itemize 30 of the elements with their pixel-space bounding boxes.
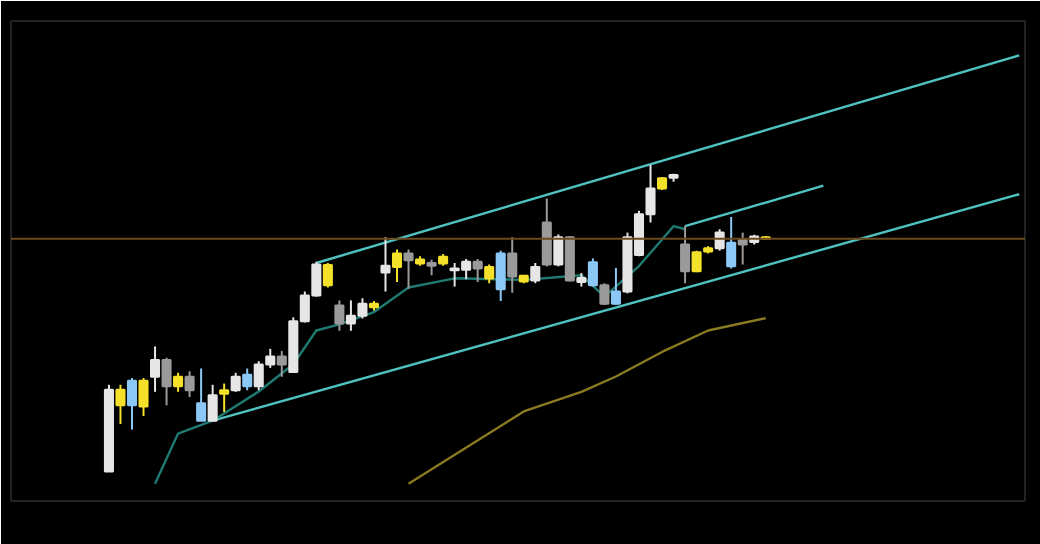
candlestick bbox=[530, 261, 541, 285]
candlestick bbox=[507, 236, 518, 294]
candlestick bbox=[553, 233, 564, 268]
candlestick bbox=[737, 231, 748, 266]
candlestick bbox=[242, 367, 253, 392]
candlestick bbox=[472, 257, 483, 283]
candlestick bbox=[726, 215, 737, 270]
candlestick bbox=[495, 249, 506, 303]
candlestick bbox=[207, 383, 218, 422]
candlestick bbox=[391, 248, 403, 283]
candlestick bbox=[322, 261, 333, 289]
candlestick bbox=[541, 197, 552, 268]
candlestick bbox=[150, 345, 161, 393]
candlestick bbox=[173, 371, 184, 393]
candlestick bbox=[219, 382, 230, 414]
candlestick bbox=[403, 248, 414, 290]
candlestick bbox=[161, 356, 172, 407]
candlestick bbox=[196, 367, 207, 422]
candlestick bbox=[380, 236, 391, 293]
candlestick bbox=[610, 266, 621, 306]
candlestick bbox=[334, 299, 345, 332]
candlestick bbox=[126, 377, 138, 431]
candlestick bbox=[138, 377, 149, 418]
candlestick bbox=[276, 350, 287, 378]
candlestick bbox=[184, 370, 195, 399]
candlestick bbox=[230, 371, 241, 393]
candlestick bbox=[680, 224, 691, 285]
candlestick bbox=[115, 383, 126, 426]
candlestick bbox=[587, 257, 598, 288]
candlestick bbox=[484, 263, 495, 285]
